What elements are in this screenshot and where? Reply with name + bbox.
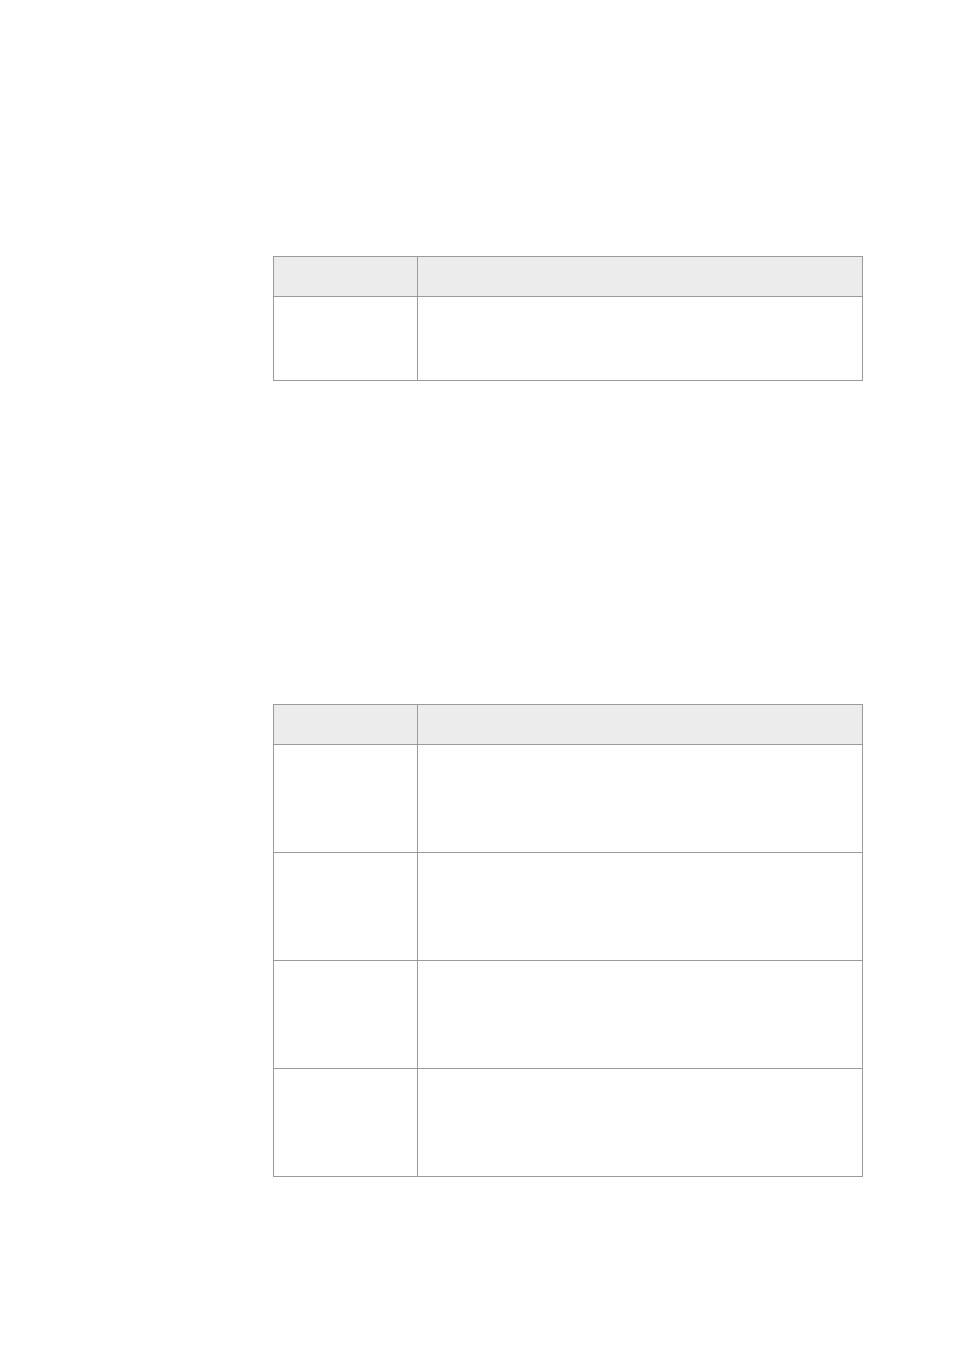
table-2-body-cell-2-1 (418, 961, 863, 1069)
table-2 (273, 704, 863, 1177)
table-2-header-row (274, 705, 863, 745)
table-1-body-row-0 (274, 297, 863, 381)
table-1-header-cell-0 (274, 257, 418, 297)
table-1-body-cell-0-0 (274, 297, 418, 381)
table-2-body-row-0 (274, 745, 863, 853)
page (0, 0, 954, 1350)
table-2-body-cell-3-0 (274, 1069, 418, 1177)
table-2-body-row-3 (274, 1069, 863, 1177)
table-2-header-cell-0 (274, 705, 418, 745)
table-1-header-cell-1 (418, 257, 863, 297)
table-2-body-cell-2-0 (274, 961, 418, 1069)
table-2-body-cell-0-0 (274, 745, 418, 853)
table-1 (273, 256, 863, 381)
table-2-body-cell-1-0 (274, 853, 418, 961)
table-1-body-cell-0-1 (418, 297, 863, 381)
table-2-body-row-2 (274, 961, 863, 1069)
table-2-body-row-1 (274, 853, 863, 961)
table-2-header-cell-1 (418, 705, 863, 745)
table-2-body-cell-0-1 (418, 745, 863, 853)
table-2-body-cell-3-1 (418, 1069, 863, 1177)
table-2-body-cell-1-1 (418, 853, 863, 961)
table-1-header-row (274, 257, 863, 297)
